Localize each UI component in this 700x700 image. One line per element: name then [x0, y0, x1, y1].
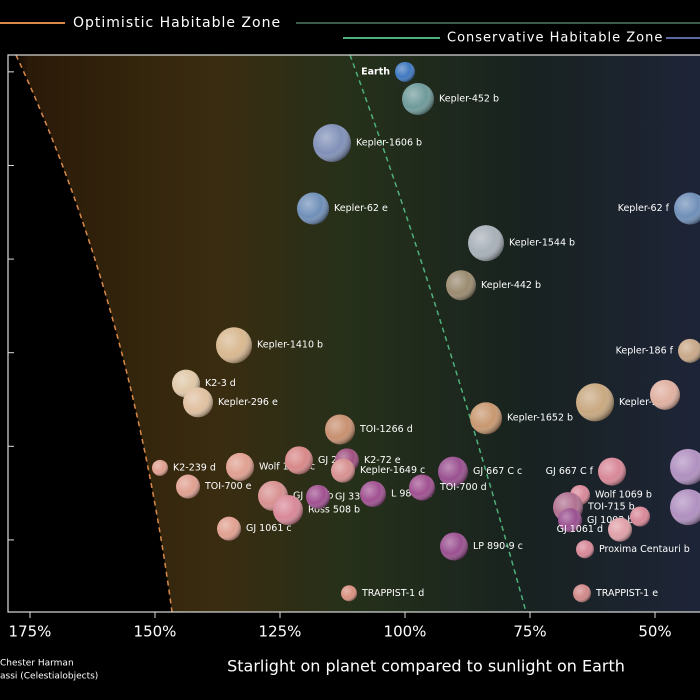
planet — [325, 414, 355, 445]
planet-label: Kepler-62 e — [334, 203, 388, 214]
planet-label: GJ 667 C f — [546, 466, 594, 477]
plot-area — [7, 54, 700, 613]
planet-label: Proxima Centauri b — [599, 544, 690, 555]
x-tick-label: 50% — [638, 623, 671, 641]
x-axis-label: Starlight on planet compared to sunlight… — [227, 657, 625, 676]
plot-frame — [7, 54, 700, 613]
planet-label: K2-3 d — [205, 378, 236, 389]
planet — [650, 379, 680, 410]
planet-label: Kepler-62 f — [618, 203, 670, 214]
planet-label: Kepler-1652 b — [507, 413, 573, 424]
planet — [608, 517, 632, 542]
planet — [402, 82, 434, 115]
planet-label: Kepler-1649 c — [360, 465, 425, 476]
planet-label: Kepler-186 f — [616, 345, 674, 356]
planet-label: Kepler-1544 b — [509, 238, 575, 249]
credit: Chester Harman — [0, 659, 74, 669]
planet-label: GJ 1061 c — [246, 523, 292, 534]
planet-label: Kepler-442 b — [481, 280, 541, 291]
planet-label: TOI-1266 d — [359, 424, 413, 435]
planet-label: TRAPPIST-1 d — [361, 588, 424, 599]
planet-label: Kepler-1606 b — [356, 137, 422, 148]
credit: assi (Celestialobjects) — [0, 672, 98, 682]
conservative-boundary — [349, 54, 527, 613]
x-tick-label: 175% — [9, 623, 52, 641]
legend-label: Conservative Habitable Zone — [447, 31, 663, 46]
planet — [217, 516, 241, 541]
planet — [331, 458, 355, 483]
planet-label: Wolf 1069 b — [595, 489, 652, 500]
planet — [470, 402, 502, 435]
planet — [395, 61, 415, 82]
planet-label: TRAPPIST-1 e — [595, 588, 658, 599]
x-tick-label: 125% — [259, 623, 302, 641]
planet — [573, 584, 591, 603]
planet — [468, 225, 504, 262]
planet — [152, 459, 168, 476]
planet — [409, 474, 435, 501]
planet — [226, 452, 254, 481]
planet — [176, 474, 200, 499]
planet — [440, 532, 468, 561]
planet — [313, 123, 351, 162]
x-tick-label: 100% — [384, 623, 427, 641]
planet-label: K2-239 d — [173, 462, 216, 473]
planet — [598, 457, 626, 486]
legend-label: Optimistic Habitable Zone — [73, 15, 281, 31]
planet-label: Kepler-296 f — [619, 397, 677, 408]
planet-label: TOI-700 e — [204, 481, 252, 492]
planet — [446, 270, 476, 301]
planet-label: GJ 3323 b — [335, 491, 381, 502]
planet — [341, 585, 357, 602]
planet-label: Earth — [361, 66, 390, 77]
planet-label: Kepler-296 e — [218, 397, 278, 408]
planet-label: Ross 508 b — [308, 504, 360, 515]
planet-label: TOI-700 d — [439, 482, 487, 493]
planet-label: GJ 667 C c — [473, 466, 522, 477]
planet — [297, 192, 329, 225]
planet — [576, 383, 614, 422]
planet-label: Kepler-1410 b — [257, 340, 323, 351]
planet-label: GJ 1061 d — [557, 524, 603, 535]
planet-label: TOI-715 b — [587, 502, 635, 513]
x-tick-label: 75% — [513, 623, 546, 641]
too-hot-region — [8, 55, 172, 612]
planet-label: K2-72 e — [364, 455, 401, 466]
planet-label: Kepler-452 b — [439, 93, 499, 104]
planet — [183, 387, 213, 418]
planet — [285, 446, 313, 475]
planet — [273, 494, 303, 525]
x-tick-label: 150% — [134, 623, 177, 641]
planet — [306, 484, 330, 509]
planet — [216, 327, 252, 364]
planet — [630, 506, 650, 527]
planet-label: LP 890-9 c — [473, 541, 523, 552]
planet — [576, 540, 594, 559]
planet — [360, 481, 386, 508]
optimistic-boundary — [15, 54, 173, 613]
